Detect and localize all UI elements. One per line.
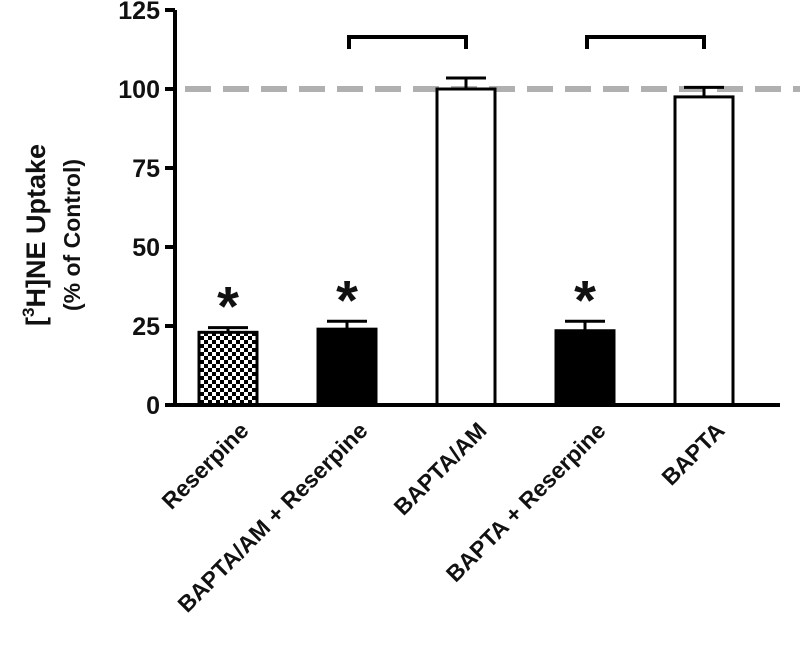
bar-0 [197, 330, 259, 407]
comparison-bracket-0 [347, 35, 468, 49]
y-axis-label: [3H]NE Uptake [19, 144, 51, 326]
bar-1 [316, 327, 378, 407]
x-category-label-2: BAPTA/AM [389, 417, 492, 520]
significance-mark-0: * [217, 275, 239, 338]
x-category-label-4: BAPTA [656, 417, 729, 490]
significance-mark-3: * [574, 268, 596, 331]
y-tick-label-50: 50 [132, 234, 160, 262]
y-tick-label-125: 125 [118, 0, 160, 25]
reference-line-layer [185, 35, 800, 92]
comparison-bracket-1 [585, 35, 706, 49]
x-category-label-0: Reserpine [157, 417, 254, 514]
x-category-label-1: BAPTA/AM + Reserpine [172, 417, 372, 617]
y-tick-label-75: 75 [132, 155, 160, 183]
bar-3 [554, 329, 616, 407]
bars-layer: * * * [197, 76, 735, 407]
y-tick-label-100: 100 [118, 76, 160, 104]
bar-4 [673, 95, 735, 407]
bar-2 [435, 87, 497, 407]
significance-mark-1: * [336, 268, 358, 331]
y-tick-label-0: 0 [146, 392, 160, 420]
y-axis-sublabel: (% of Control) [59, 159, 85, 311]
y-tick-label-25: 25 [132, 313, 160, 341]
